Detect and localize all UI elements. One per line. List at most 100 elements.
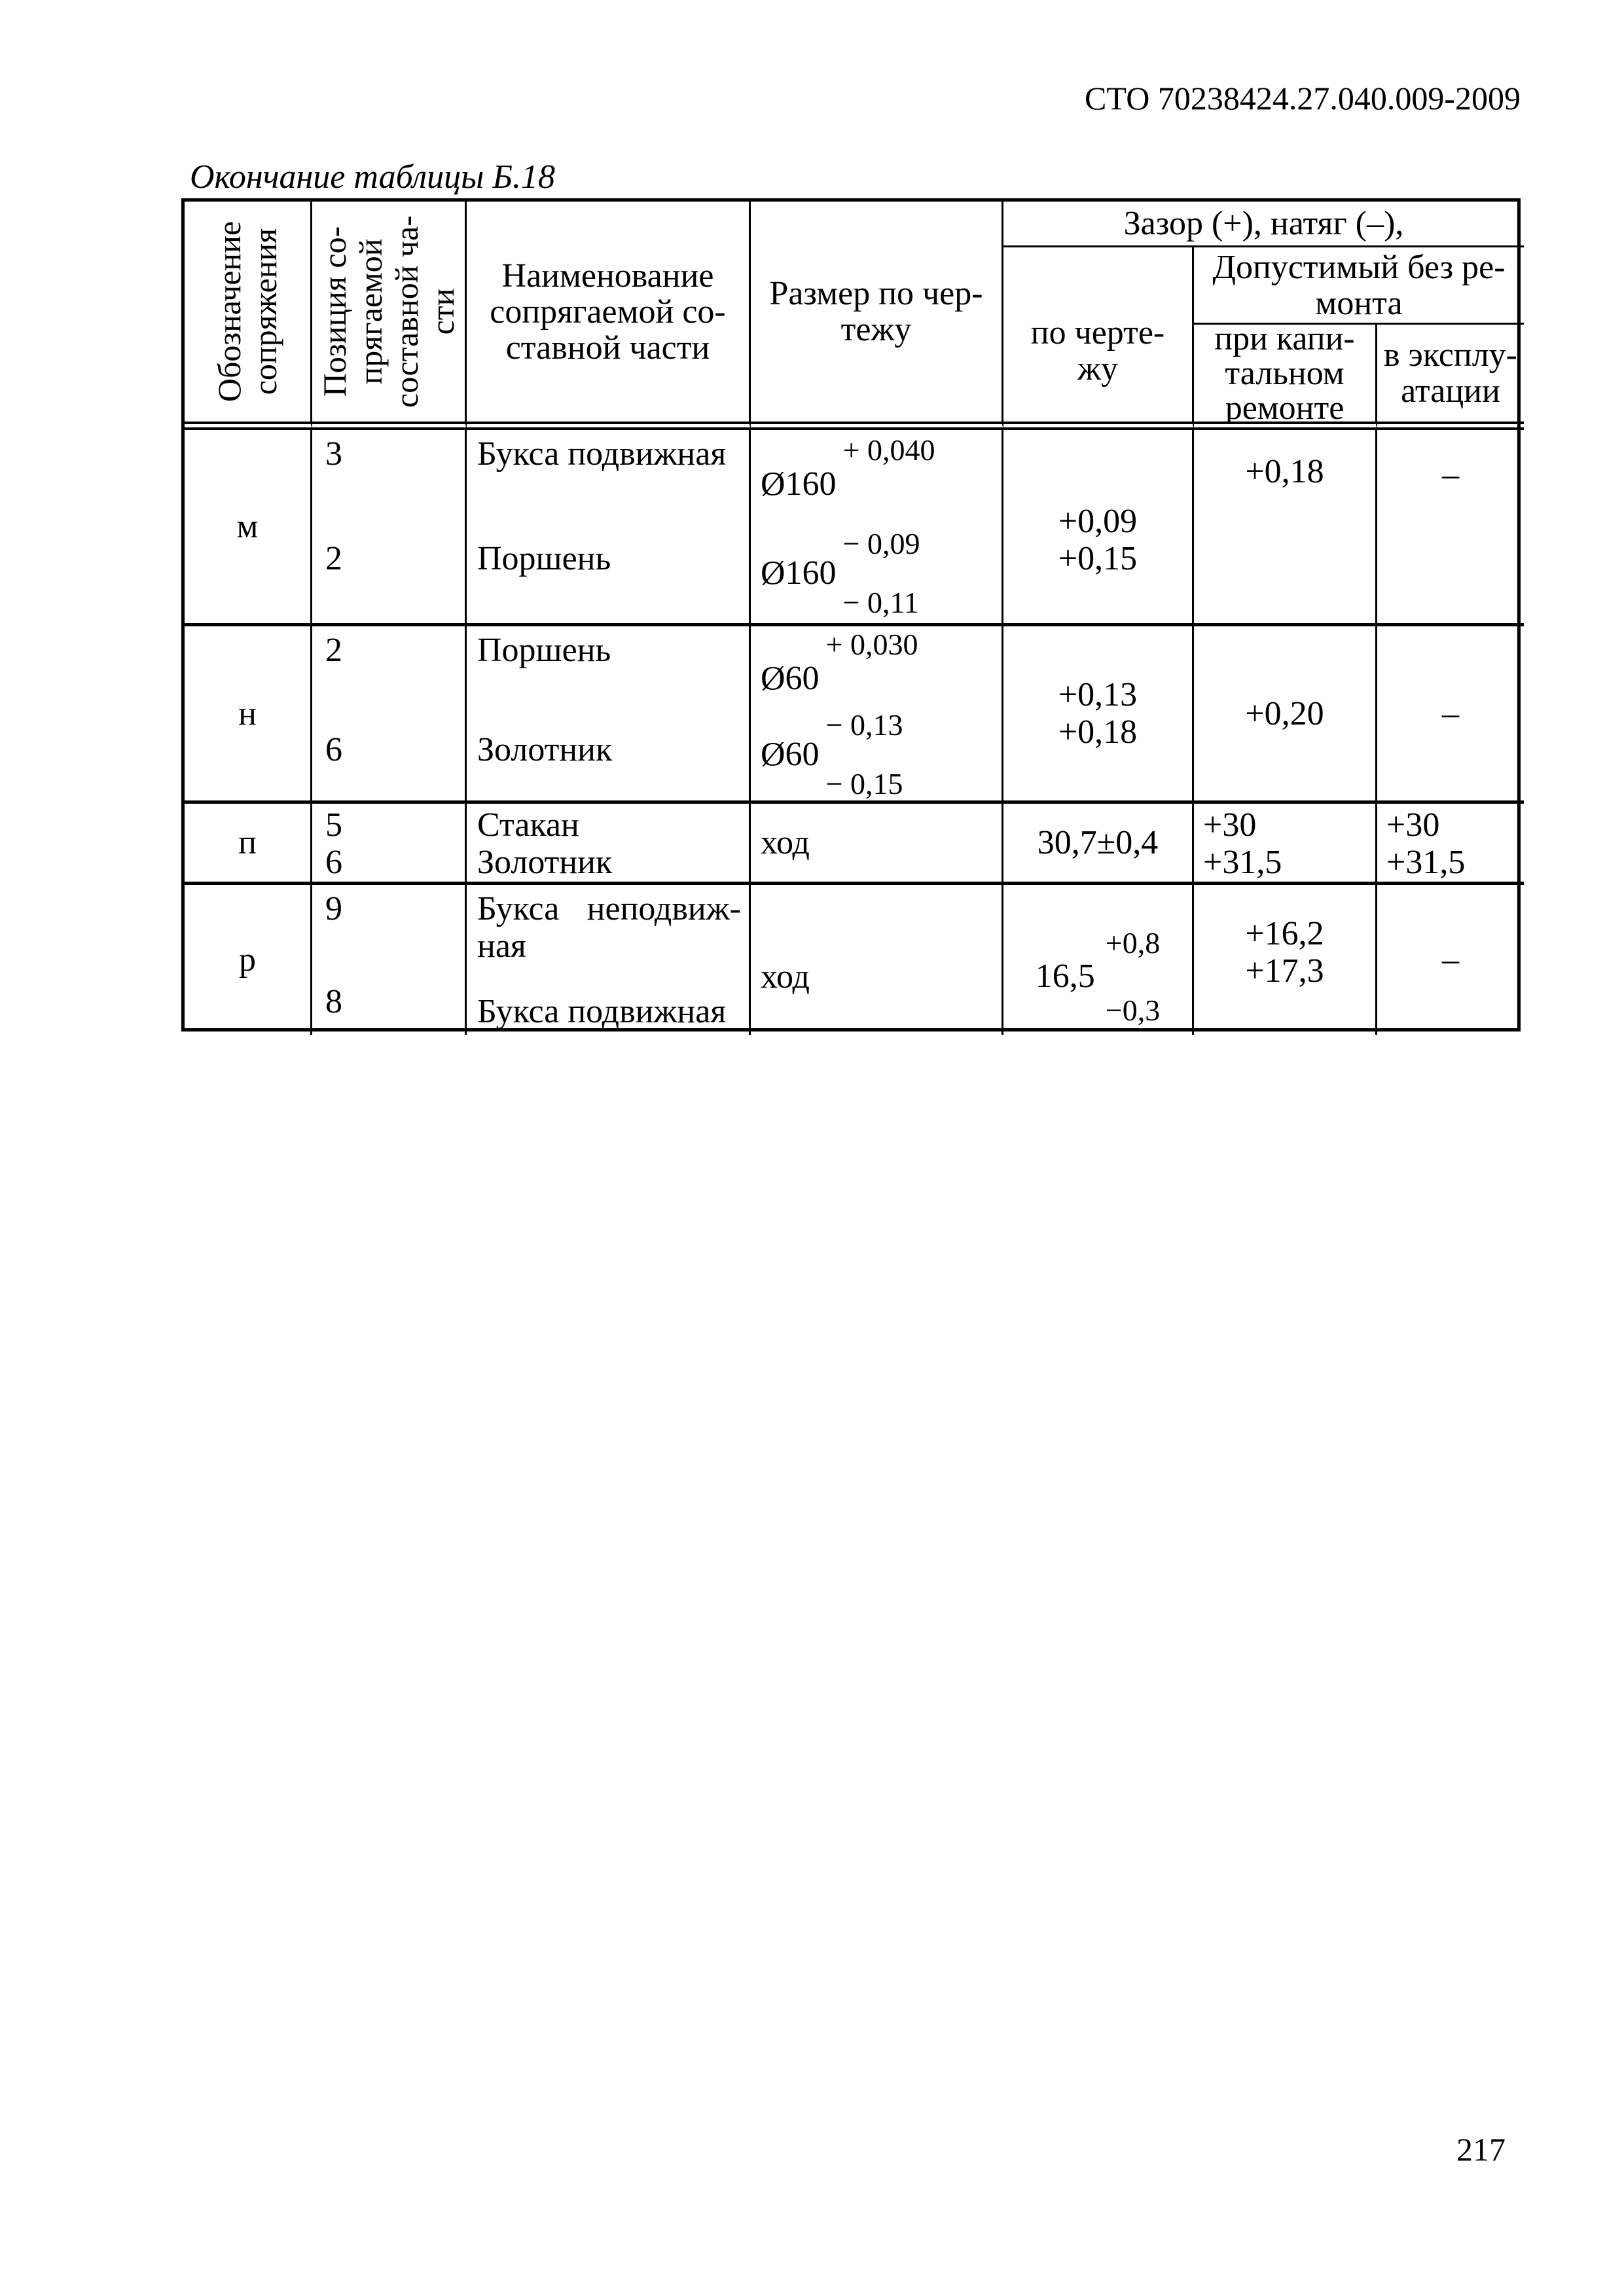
row-r-size-value: ход [761,958,810,996]
header-cell-size: Размер по чер- тежу [751,202,1003,430]
header-cell-by-drawing: по черте- жу [1003,247,1194,430]
row-n-overhaul: +0,20 [1194,626,1377,804]
header-name-line3: ставной части [505,329,710,367]
header-designation-line1: Обозначение [211,221,247,403]
row-m-by-drawing: +0,09 +0,15 [1003,430,1194,626]
header-name-line2: сопрягаемой со- [490,293,726,331]
row-n-name2: Золотник [477,731,613,768]
row-r-chert-lower: −0,3 [1105,993,1161,1027]
row-p-label-text: п [238,824,257,861]
row-n-operation: – [1377,626,1524,804]
row-p-by-drawing: 30,7±0,4 [1003,804,1194,885]
row-m-size1-nominal: Ø160 [761,465,837,503]
row-m-pos2: 2 [325,540,342,577]
header-overhaul-line2: тальном [1225,354,1344,392]
row-n-size2-lower: − 0,15 [825,767,903,800]
row-r-pos1: 9 [325,890,342,927]
row-p-operation: +30 +31,5 [1377,804,1524,885]
table-caption: Окончание таблицы Б.18 [190,158,555,196]
row-r-chert-upper: +0,8 [1105,925,1161,960]
header-cell-group: Зазор (+), натяг (–), [1003,202,1524,247]
row-n-chert1: +0,13 [1058,676,1138,713]
row-r-chert-nominal: 16,5 [1035,958,1095,995]
row-m-chert2: +0,15 [1058,539,1138,577]
row-m-size1-tolerance: + 0,040 [842,433,935,467]
row-m-by-drawing-values: +0,09 +0,15 [1058,503,1137,577]
header-size-line1: Размер по чер- [769,275,983,312]
header-allowed-line1: Допустимый без ре- [1212,248,1506,286]
row-n-positions: 2 6 [312,626,467,804]
row-p-name1: Стакан [477,806,579,844]
row-p-expl1: +30 [1386,806,1440,844]
header-operation-line1: в эксплу- [1383,336,1517,374]
row-p-chert-value: 30,7±0,4 [1037,824,1159,861]
row-n-pos2: 6 [325,731,342,768]
header-cell-operation: в эксплу- атации [1377,325,1524,430]
header-position-line4: сти [424,288,461,335]
row-n-size1-nominal: Ø60 [761,660,820,697]
header-by-drawing-line2: жу [1077,350,1118,387]
header-operation-line2: атации [1401,372,1500,410]
row-n-size1-tolerance: + 0,030 [825,628,918,661]
row-m-name2: Поршень [477,540,611,577]
row-n-pos1: 2 [325,632,342,669]
row-m-label: м [185,430,312,626]
header-by-drawing-line1: по черте- [1030,314,1165,351]
row-p-pos1: 5 [325,806,342,844]
row-p-kap1: +30 [1203,806,1257,844]
row-n-by-drawing-values: +0,13 +0,18 [1058,676,1137,751]
row-r-name1-line1: Букса неподвиж- [477,890,741,927]
header-cell-position: Позиция со- прягаемой составной ча- сти [312,202,467,430]
row-m-sizes: + 0,040 Ø160 Ø160 − 0,09 − 0,11 [751,430,1003,626]
row-r-overhaul: +16,2 +17,3 [1194,885,1377,1035]
row-r-label: р [185,885,312,1035]
row-n-overhaul-value: +0,20 [1245,694,1324,732]
header-cell-designation: Обозначение сопряжения [185,202,312,430]
row-m-size2-upper: − 0,09 [842,527,920,560]
row-r-label-text: р [239,941,256,978]
row-m-names: Букса подвижная Поршень [467,430,751,626]
row-n-size2-nominal: Ø60 [761,736,820,773]
row-r-names: Букса неподвиж- ная Букса подвижная [467,885,751,1035]
header-overhaul-line3: ремонте [1225,389,1344,427]
header-group-text: Зазор (+), натяг (–), [1123,205,1404,242]
row-n-size2-upper: − 0,13 [825,708,903,742]
row-r-positions: 9 8 [312,885,467,1035]
row-n-label: н [185,626,312,804]
doc-code: СТО 70238424.27.040.009-2009 [1085,80,1521,117]
row-p-size-value: ход [761,824,810,861]
row-n-by-drawing: +0,13 +0,18 [1003,626,1194,804]
row-r-operation-value: – [1442,941,1459,978]
header-position-line2: прягаемой [352,238,389,385]
row-r-name1-line2: ная [477,927,526,965]
row-r-operation: – [1377,885,1524,1035]
header-position-text: Позиция со- прягаемой составной ча- сти [316,215,461,408]
page-number: 217 [1456,2131,1506,2168]
header-cell-name: Наименование сопрягаемой со- ставной час… [467,202,751,430]
row-r-overhaul-values: +16,2 +17,3 [1245,915,1324,990]
row-p-label: п [185,804,312,885]
row-r-kap1: +16,2 [1245,914,1324,952]
header-designation-text: Обозначение сопряжения [211,221,283,402]
row-m-label-text: м [236,508,259,545]
row-r-name1-word2: неподвиж- [586,890,741,927]
row-m-pos1: 3 [325,435,342,473]
row-p-names: Стакан Золотник [467,804,751,885]
row-n-chert2: +0,18 [1058,713,1138,751]
header-by-drawing-text: по черте- жу [1031,315,1165,387]
row-m-name1: Букса подвижная [477,435,727,473]
row-n-size1: + 0,030 Ø60 [761,628,918,698]
header-overhaul-line1: при капи- [1214,325,1355,357]
row-r-size: ход [751,885,1003,1035]
row-m-size1: + 0,040 Ø160 [761,435,935,503]
row-m-overhaul-value: +0,18 [1245,453,1324,490]
row-n-size2: Ø60 − 0,13 − 0,15 [761,708,903,800]
header-name-line1: Наименование [501,257,714,295]
row-m-size2-lower: − 0,11 [842,586,919,619]
row-n-label-text: н [238,694,257,732]
row-r-name1-word1: Букса [477,890,560,927]
header-position-line3: составной ча- [388,215,425,408]
row-r-name2: Букса подвижная [477,993,727,1030]
row-n-sizes: + 0,030 Ø60 Ø60 − 0,13 − 0,15 [751,626,1003,804]
